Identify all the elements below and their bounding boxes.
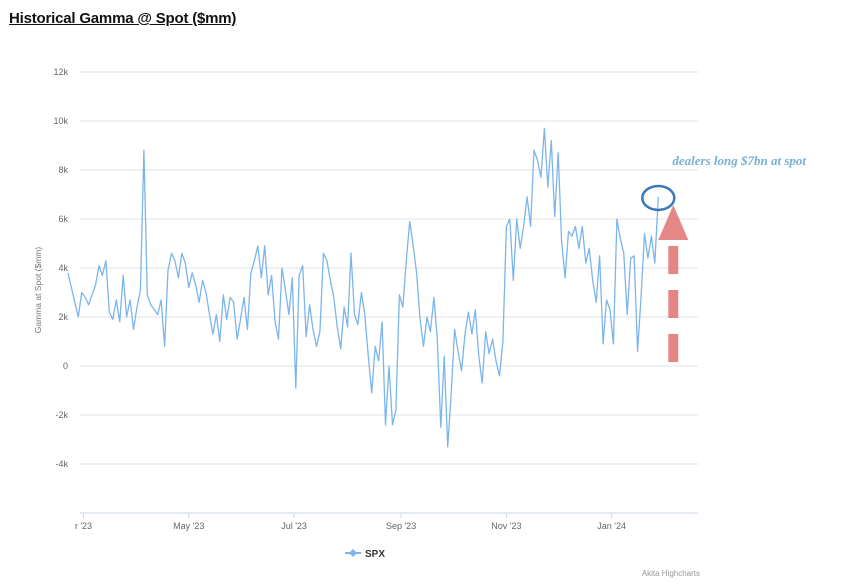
y-tick-label: 2k (58, 312, 68, 322)
annotation-arrow-head (658, 205, 689, 240)
series-line-spx[interactable] (67, 127, 659, 448)
annotation-circle (641, 184, 676, 212)
x-tick-labels: r '23 May '23 Jul '23 Sep '23 Nov '23 Jan '24 (75, 513, 626, 531)
y-tick-label: 4k (58, 263, 68, 273)
y-tick-label: 8k (58, 165, 68, 175)
y-tick-labels: 12k 10k 8k 6k 4k 2k 0 -2k -4k (53, 67, 68, 469)
chart-credit[interactable]: Akita Highcharts (642, 569, 700, 578)
legend-diamond-marker (349, 549, 357, 557)
annotation-text: dealers long $7bn at spot (672, 153, 806, 168)
y-tick-label: 6k (58, 214, 68, 224)
annotation-layer: dealers long $7bn at spot (641, 153, 806, 362)
legend-item-spx[interactable]: SPX (365, 549, 385, 560)
y-tick-label: -4k (55, 459, 68, 469)
x-tick-label: Jul '23 (281, 521, 307, 531)
y-axis-label: Gamma at Spot ($mm) (33, 247, 43, 334)
y-tick-label: 0 (63, 361, 68, 371)
y-tick-label: -2k (55, 410, 68, 420)
grid-layer (80, 71, 698, 514)
x-tick-label: Jan '24 (597, 521, 626, 531)
x-tick-label: r '23 (75, 521, 92, 531)
y-tick-label: 12k (53, 67, 68, 77)
legend[interactable]: SPX (345, 549, 385, 560)
x-tick-label: May '23 (173, 521, 204, 531)
x-tick-label: Nov '23 (491, 521, 521, 531)
y-tick-label: 10k (53, 116, 68, 126)
chart-title: Historical Gamma @ Spot ($mm) (9, 10, 237, 27)
series-layer (67, 127, 659, 448)
x-tick-label: Sep '23 (386, 521, 416, 531)
